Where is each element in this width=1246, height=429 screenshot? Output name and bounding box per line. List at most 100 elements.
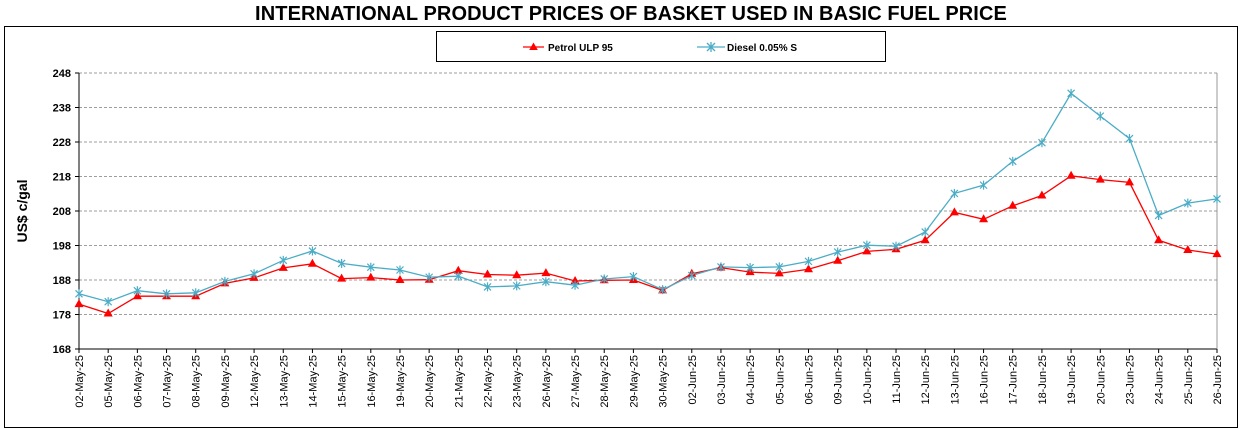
diesel-data-point xyxy=(279,255,288,265)
petrol-data-point xyxy=(1212,249,1222,258)
diesel-data-point xyxy=(162,289,171,299)
diesel-data-point xyxy=(1067,88,1076,98)
x-tick-label: 04-Jun-25 xyxy=(745,355,757,405)
plot-background xyxy=(79,73,1217,349)
diesel-data-point xyxy=(1096,111,1105,121)
x-tick-label: 26-Jun-25 xyxy=(1212,355,1224,405)
diesel-data-point xyxy=(308,246,317,256)
y-tick-label: 228 xyxy=(53,137,71,149)
petrol-data-point xyxy=(307,258,317,267)
diesel-data-point xyxy=(658,285,667,295)
petrol-data-point xyxy=(570,276,580,284)
y-tick-label: 238 xyxy=(53,103,71,115)
x-tick-label: 09-May-25 xyxy=(220,355,232,408)
diesel-data-point xyxy=(483,282,492,292)
diesel-data-point xyxy=(892,241,900,251)
petrol-data-point xyxy=(1008,200,1018,209)
petrol-data-point xyxy=(1066,170,1076,179)
petrol-data-point xyxy=(132,291,142,300)
diesel-data-point xyxy=(512,281,521,291)
diesel-data-point xyxy=(921,227,930,237)
x-tick-label: 02-Jun-25 xyxy=(687,355,699,405)
x-tick-label: 12-Jun-25 xyxy=(920,355,932,405)
x-tick-label: 20-Jun-25 xyxy=(1095,355,1107,405)
x-tick-label: 25-Jun-25 xyxy=(1183,355,1195,405)
petrol-data-point xyxy=(774,268,784,277)
x-tick-label: 30-May-25 xyxy=(658,355,670,408)
diesel-data-point xyxy=(396,265,404,275)
y-axis-title: US$ c/gal xyxy=(14,179,30,242)
petrol-data-point xyxy=(74,299,84,308)
x-tick-label: 05-May-25 xyxy=(103,355,115,408)
diesel-data-point xyxy=(600,274,609,284)
x-tick-label: 15-May-25 xyxy=(337,355,349,408)
diesel-data-point xyxy=(717,262,725,272)
petrol-data-point xyxy=(1095,174,1105,183)
petrol-data-point xyxy=(366,272,376,281)
diesel-data-point xyxy=(220,276,229,286)
diesel-data-point xyxy=(1183,198,1192,208)
x-tick-label: 03-Jun-25 xyxy=(716,355,728,405)
diesel-data-point xyxy=(979,180,988,190)
petrol-data-point xyxy=(512,270,522,279)
series-line-diesel xyxy=(78,92,1218,303)
x-tick-label: 29-May-25 xyxy=(628,355,640,408)
petrol-data-point xyxy=(920,235,930,244)
petrol-data-point xyxy=(1037,190,1047,199)
diesel-data-point xyxy=(775,262,784,272)
diesel-data-point xyxy=(75,289,83,299)
x-tick-label: 21-May-25 xyxy=(453,355,465,408)
x-tick-label: 18-Jun-25 xyxy=(1037,355,1049,405)
chart-title: INTERNATIONAL PRODUCT PRICES OF BASKET U… xyxy=(255,3,1007,25)
y-tick-label: 178 xyxy=(53,310,71,322)
y-tick-label: 218 xyxy=(53,172,71,184)
diesel-data-point xyxy=(629,272,638,282)
petrol-data-point xyxy=(1125,177,1134,186)
y-tick-label: 188 xyxy=(53,275,71,287)
diesel-data-point xyxy=(1154,210,1163,220)
diesel-data-point xyxy=(541,277,550,287)
x-tick-label: 26-May-25 xyxy=(541,355,553,408)
petrol-data-point xyxy=(833,255,843,264)
legend-item-diesel: Diesel 0.05% S xyxy=(697,42,797,54)
petrol-data-point xyxy=(483,269,492,278)
diesel-data-point xyxy=(250,269,259,279)
x-tick-label: 13-May-25 xyxy=(278,355,290,408)
x-tick-label: 12-May-25 xyxy=(249,355,261,408)
legend-diesel-marker xyxy=(706,42,716,52)
diesel-data-point xyxy=(746,263,755,273)
petrol-data-point xyxy=(862,246,872,255)
x-tick-label: 06-May-25 xyxy=(132,355,144,408)
diesel-data-point xyxy=(950,188,959,198)
petrol-data-point xyxy=(278,262,288,271)
legend-box xyxy=(436,31,886,62)
diesel-data-point xyxy=(1037,138,1046,148)
petrol-data-point xyxy=(337,273,347,282)
legend-petrol-marker xyxy=(529,42,538,50)
x-tick-label: 14-May-25 xyxy=(307,355,319,408)
legend: Petrol ULP 95 Diesel 0.05% S xyxy=(436,31,886,62)
diesel-data-point xyxy=(191,288,200,298)
x-tick-label: 16-May-25 xyxy=(366,355,378,408)
y-tick-label: 198 xyxy=(53,241,71,253)
y-tick-label: 168 xyxy=(53,344,71,356)
x-tick-label: 28-May-25 xyxy=(599,355,611,408)
diesel-data-point xyxy=(454,271,463,281)
x-tick-label: 07-May-25 xyxy=(162,355,174,408)
diesel-data-point xyxy=(1008,156,1017,166)
x-tick-label: 16-Jun-25 xyxy=(979,355,991,405)
x-tick-label: 22-May-25 xyxy=(483,355,495,408)
x-tick-label: 06-Jun-25 xyxy=(803,355,815,405)
petrol-data-point xyxy=(395,275,405,283)
x-tick-label: 11-Jun-25 xyxy=(891,355,903,404)
petrol-data-point xyxy=(103,308,113,317)
diesel-data-point xyxy=(133,286,142,296)
x-tick-label: 13-Jun-25 xyxy=(949,355,961,405)
x-tick-label: 27-May-25 xyxy=(570,355,582,408)
diesel-data-point xyxy=(1213,194,1221,204)
petrol-data-point xyxy=(1183,245,1193,253)
x-tick-label: 24-Jun-25 xyxy=(1154,355,1166,405)
diesel-data-point xyxy=(687,271,696,281)
diesel-data-point xyxy=(337,258,346,268)
